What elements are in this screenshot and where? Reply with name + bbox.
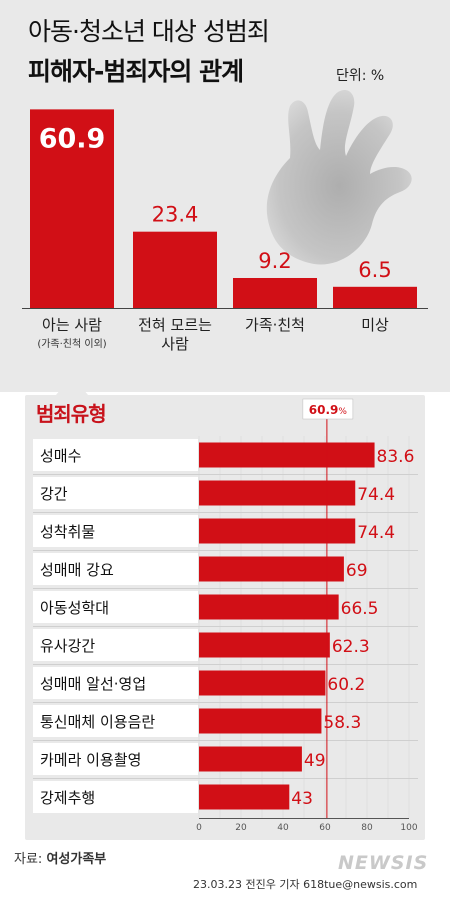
crime-bar-2 [199, 518, 356, 544]
bar-value-label-3: 6.5 [358, 258, 391, 282]
crime-bar-1 [199, 480, 356, 506]
crime-bar-value-9: 43 [291, 789, 313, 809]
source-label: 자료: [14, 852, 43, 867]
bar-1 [133, 231, 217, 308]
row-label-4: 아동성학대 [40, 599, 109, 617]
crime-bar-3 [199, 556, 344, 582]
category-label-2-0: 가족·친척 [245, 316, 305, 334]
crime-bar-value-8: 49 [304, 751, 326, 771]
category-label-0-0: 아는 사람 [42, 316, 102, 334]
crime-bar-value-3: 69 [346, 561, 368, 581]
row-label-2: 성착취물 [40, 523, 95, 541]
reference-marker-label: 60.9% [309, 403, 348, 417]
bar-3 [333, 286, 417, 308]
row-label-box-6 [33, 667, 198, 699]
reference-marker-box [302, 398, 354, 420]
crime-bar-value-5: 62.3 [332, 637, 370, 657]
x-tick-5: 100 [400, 823, 417, 833]
unit-label: 단위: % [336, 68, 385, 84]
credit-line: 23.03.23 전진우 기자 618tue@newsis.com [193, 878, 418, 891]
crime-bar-5 [199, 632, 330, 658]
crime-bar-value-0: 83.6 [377, 447, 415, 467]
crime-bar-0 [199, 442, 375, 468]
row-label-9: 강제추행 [40, 789, 95, 807]
row-label-box-1 [33, 477, 198, 509]
callout-pointer [56, 376, 88, 395]
row-label-3: 성매매 강요 [40, 561, 114, 579]
row-label-box-4 [33, 591, 198, 623]
source-line: 자료: 여성가족부 [14, 848, 106, 867]
newsis-logo-text: NEWSIS [338, 852, 428, 873]
category-label-3-0: 미상 [361, 316, 389, 334]
title-line-1: 아동·청소년 대상 성범죄 [28, 17, 270, 46]
row-label-box-2 [33, 515, 198, 547]
reference-marker-unit: % [338, 407, 347, 417]
row-label-box-5 [33, 629, 198, 661]
bar-2 [233, 277, 317, 308]
crime-bar-value-4: 66.5 [341, 599, 379, 619]
x-tick-1: 20 [235, 823, 247, 833]
x-tick-2: 40 [277, 823, 289, 833]
row-label-box-8 [33, 743, 198, 775]
category-label-1-0: 전혀 모르는 [138, 316, 212, 334]
crime-type-title: 범죄유형 [36, 402, 107, 426]
row-label-1: 강간 [40, 485, 68, 503]
x-tick-3: 60 [319, 823, 331, 833]
crime-bar-7 [199, 708, 322, 734]
crime-bar-value-2: 74.4 [357, 523, 395, 543]
crime-bar-6 [199, 670, 326, 696]
crime-bar-9 [199, 784, 290, 810]
crime-bar-8 [199, 746, 302, 772]
x-tick-4: 80 [361, 823, 373, 833]
title-line-2: 피해자-범죄자의 관계 [28, 57, 244, 86]
crime-bar-value-1: 74.4 [357, 485, 395, 505]
row-label-box-0 [33, 439, 198, 471]
row-label-7: 통신매체 이용음란 [40, 713, 155, 731]
x-tick-0: 0 [196, 823, 202, 833]
row-label-box-9 [33, 781, 198, 813]
reference-marker-value: 60.9 [309, 403, 339, 417]
bar-value-label-0: 60.9 [39, 123, 106, 154]
category-label-1-1: 사람 [161, 335, 189, 353]
source-name: 여성가족부 [46, 852, 107, 867]
crime-bar-value-6: 60.2 [327, 675, 365, 695]
row-label-6: 성매매 알선·영업 [40, 675, 146, 693]
row-label-5: 유사강간 [40, 637, 95, 655]
bar-value-label-2: 9.2 [258, 249, 291, 273]
newsis-logo: NEWSIS [338, 852, 428, 873]
row-label-box-7 [33, 705, 198, 737]
crime-bar-value-7: 58.3 [323, 713, 361, 733]
crime-bar-4 [199, 594, 339, 620]
row-label-box-3 [33, 553, 198, 585]
row-label-8: 카메라 이용촬영 [40, 751, 141, 769]
row-label-0: 성매수 [40, 447, 81, 465]
category-note-0: (가족·친척 이외) [37, 338, 106, 350]
bar-value-label-1: 23.4 [152, 203, 199, 227]
grasping-hand-illustration [266, 89, 412, 265]
bar-0 [30, 109, 114, 308]
